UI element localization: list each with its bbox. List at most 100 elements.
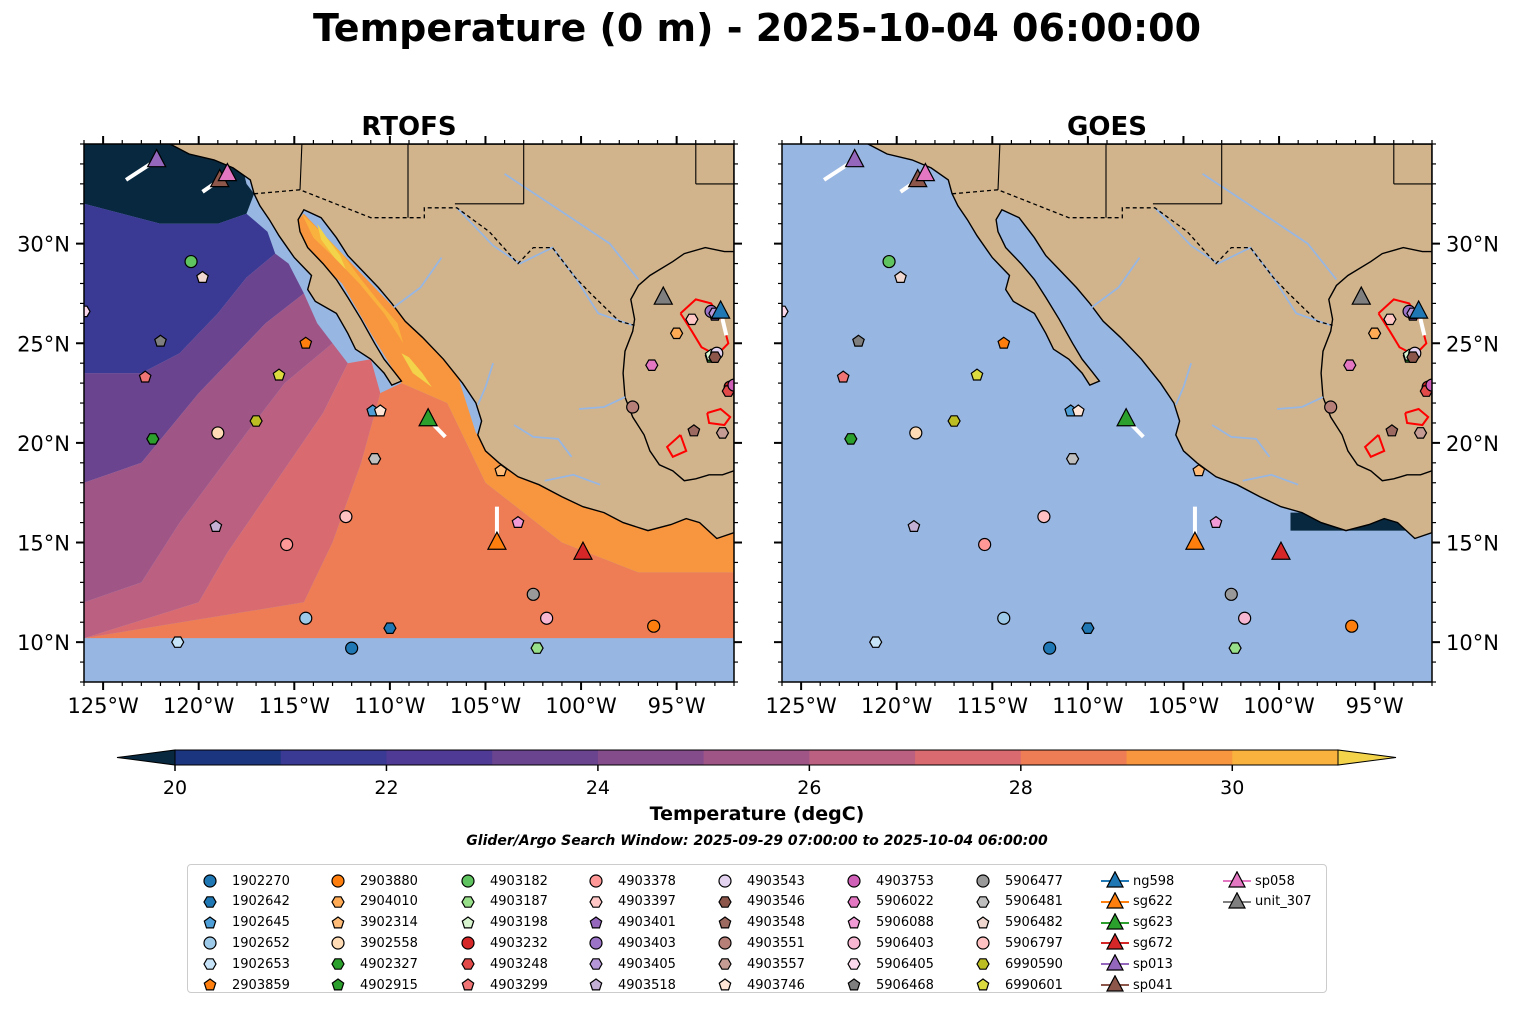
legend-glider-icon[interactable] xyxy=(1228,871,1246,888)
map-panels[interactable]: 125°W 120°W 115°W 110°W 105°W 100°W 95°W 10°N 15… xyxy=(0,0,1514,800)
legend-float-icon[interactable] xyxy=(461,978,475,991)
legend-glider-icon[interactable] xyxy=(1106,954,1124,971)
argo-float-1902652[interactable] xyxy=(997,611,1011,625)
legend-float-icon[interactable] xyxy=(847,874,861,888)
legend-float-icon[interactable] xyxy=(331,915,345,929)
argo-float-4903546[interactable] xyxy=(708,351,722,363)
legend-glider-icon[interactable] xyxy=(1106,912,1124,930)
argo-float-5906481[interactable] xyxy=(367,453,382,465)
legend-float-icon[interactable] xyxy=(589,874,603,888)
argo-float-5906797[interactable] xyxy=(339,510,353,524)
legend-float-icon[interactable] xyxy=(847,936,861,950)
argo-float-5906477[interactable] xyxy=(1224,587,1238,601)
argo-float-5906022[interactable] xyxy=(645,359,659,371)
glider-sp013[interactable] xyxy=(146,148,167,168)
argo-float-4903548[interactable] xyxy=(687,424,701,437)
argo-float-4903378[interactable] xyxy=(280,537,294,552)
argo-float-6990601[interactable] xyxy=(970,368,984,381)
legend-float-icon[interactable] xyxy=(461,874,475,888)
legend-float-icon[interactable] xyxy=(718,895,732,908)
glider-unit_307[interactable] xyxy=(653,285,674,305)
legend-float-icon[interactable] xyxy=(976,936,990,950)
legend-float-icon[interactable] xyxy=(718,874,732,888)
argo-float-4903551[interactable] xyxy=(1324,400,1338,414)
glider-unit_307[interactable] xyxy=(1351,285,1372,305)
legend-float-icon[interactable] xyxy=(589,978,603,991)
legend-float-icon[interactable] xyxy=(203,895,217,908)
legend-float-icon[interactable] xyxy=(976,874,990,888)
legend-float-icon[interactable] xyxy=(331,874,345,888)
glider-sp058[interactable] xyxy=(915,162,936,182)
legend-float-icon[interactable] xyxy=(331,978,345,991)
legend-float-icon[interactable] xyxy=(847,895,861,908)
argo-float-3902314[interactable] xyxy=(1192,464,1206,477)
argo-float-5906481[interactable] xyxy=(1065,453,1080,465)
glider-sg622[interactable] xyxy=(486,530,507,550)
argo-float-6990590[interactable] xyxy=(249,415,263,427)
argo-float-1902642[interactable] xyxy=(383,622,397,635)
argo-float-6990601[interactable] xyxy=(272,368,286,381)
argo-float-4903397[interactable] xyxy=(1383,313,1397,326)
argo-float-4903753[interactable] xyxy=(1425,378,1438,392)
legend-float-icon[interactable] xyxy=(461,936,475,950)
glider-sg623[interactable] xyxy=(1116,407,1137,427)
legend-float-icon[interactable] xyxy=(331,936,345,950)
argo-float-5906468[interactable] xyxy=(154,334,167,347)
argo-float-4903746[interactable] xyxy=(373,404,387,417)
legend-float-icon[interactable] xyxy=(461,915,475,929)
argo-float-5906468[interactable] xyxy=(852,334,865,347)
legend-float-icon[interactable] xyxy=(589,895,603,908)
glider-sg623[interactable] xyxy=(418,407,439,427)
legend-float-icon[interactable] xyxy=(461,895,475,908)
legend-float-icon[interactable] xyxy=(718,958,732,970)
argo-float-4903548[interactable] xyxy=(1385,424,1399,437)
legend-glider-icon[interactable] xyxy=(1106,891,1124,909)
legend-float-icon[interactable] xyxy=(718,978,732,991)
legend-float-icon[interactable] xyxy=(718,915,732,929)
argo-float-4903557[interactable] xyxy=(1413,427,1428,439)
argo-float-4903299[interactable] xyxy=(836,370,850,383)
argo-float-5906797[interactable] xyxy=(1037,510,1051,524)
argo-float-2904010[interactable] xyxy=(1367,327,1382,340)
legend-float-icon[interactable] xyxy=(976,958,990,970)
glider-sp013[interactable] xyxy=(844,148,865,168)
argo-float-2904010[interactable] xyxy=(669,327,684,340)
argo-float-2903859[interactable] xyxy=(299,336,313,349)
argo-float-1902642[interactable] xyxy=(1081,622,1095,635)
legend-float-icon[interactable] xyxy=(976,915,990,929)
argo-float-4903746[interactable] xyxy=(1071,404,1085,417)
legend-float-icon[interactable] xyxy=(589,958,603,970)
argo-float-4903551[interactable] xyxy=(626,400,640,414)
map-panel-goes[interactable] xyxy=(776,144,1438,682)
legend-float-icon[interactable] xyxy=(331,895,345,908)
argo-float-4903518[interactable] xyxy=(907,519,921,533)
legend-glider-icon[interactable] xyxy=(1106,871,1124,888)
legend-float-icon[interactable] xyxy=(847,958,861,970)
argo-float-5906405[interactable] xyxy=(78,305,91,318)
argo-float-1902652[interactable] xyxy=(299,611,313,625)
argo-float-5906088[interactable] xyxy=(1209,515,1223,529)
legend-glider-icon[interactable] xyxy=(1106,933,1124,950)
legend-float-icon[interactable] xyxy=(589,936,603,950)
argo-float-4903518[interactable] xyxy=(209,519,223,533)
argo-float-4903397[interactable] xyxy=(685,313,699,326)
legend-glider-icon[interactable] xyxy=(1106,975,1124,992)
argo-float-4902327[interactable] xyxy=(146,433,160,445)
argo-float-4903187[interactable] xyxy=(1228,642,1242,654)
legend-float-icon[interactable] xyxy=(203,936,217,950)
legend-float-icon[interactable] xyxy=(203,978,217,991)
argo-float-4902327[interactable] xyxy=(844,433,858,445)
argo-float-2903859[interactable] xyxy=(997,336,1011,349)
argo-float-4903299[interactable] xyxy=(138,370,152,383)
argo-float-1902270[interactable] xyxy=(345,641,359,655)
legend-float-icon[interactable] xyxy=(718,936,732,950)
legend-float-icon[interactable] xyxy=(203,958,217,970)
argo-float-5906403[interactable] xyxy=(540,611,554,625)
argo-float-5906403[interactable] xyxy=(1238,611,1252,625)
legend-float-icon[interactable] xyxy=(331,958,345,970)
argo-float-3902558[interactable] xyxy=(211,426,225,440)
argo-float-6990590[interactable] xyxy=(947,415,961,427)
glider-ng598[interactable] xyxy=(1408,299,1429,319)
legend-float-icon[interactable] xyxy=(847,978,861,991)
legend-float-icon[interactable] xyxy=(976,895,990,908)
